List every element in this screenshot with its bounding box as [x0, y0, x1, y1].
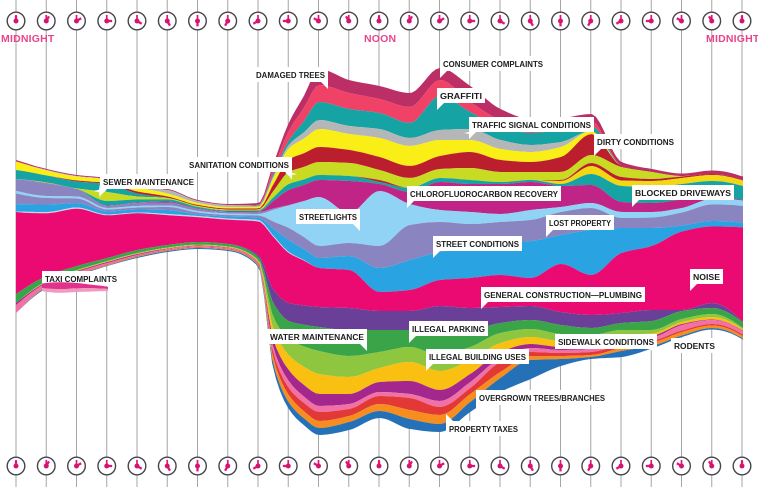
svg-text:CONSUMER COMPLAINTS: CONSUMER COMPLAINTS [443, 59, 543, 69]
svg-text:SANITATION CONDITIONS: SANITATION CONDITIONS [189, 160, 289, 170]
svg-text:TAXI COMPLAINTS: TAXI COMPLAINTS [45, 274, 117, 284]
svg-text:MIDNIGHT: MIDNIGHT [1, 33, 55, 45]
svg-text:STREET CONDITIONS: STREET CONDITIONS [436, 239, 519, 249]
svg-text:DIRTY CONDITIONS: DIRTY CONDITIONS [597, 137, 674, 147]
svg-text:DAMAGED TREES: DAMAGED TREES [256, 70, 325, 80]
svg-text:WATER MAINTENANCE: WATER MAINTENANCE [270, 332, 364, 342]
svg-text:ILLEGAL BUILDING USES: ILLEGAL BUILDING USES [429, 352, 526, 362]
svg-text:NOON: NOON [364, 33, 396, 45]
svg-text:BLOCKED DRIVEWAYS: BLOCKED DRIVEWAYS [635, 188, 731, 198]
svg-text:NOISE: NOISE [693, 272, 720, 282]
svg-text:STREETLIGHTS: STREETLIGHTS [299, 212, 357, 222]
svg-text:ILLEGAL PARKING: ILLEGAL PARKING [412, 324, 485, 334]
svg-text:TRAFFIC SIGNAL CONDITIONS: TRAFFIC SIGNAL CONDITIONS [472, 120, 591, 130]
svg-text:LOST PROPERTY: LOST PROPERTY [549, 218, 611, 228]
svg-text:SEWER MAINTENANCE: SEWER MAINTENANCE [103, 177, 194, 187]
svg-text:GENERAL CONSTRUCTION—PLUMBING: GENERAL CONSTRUCTION—PLUMBING [484, 290, 642, 300]
svg-text:CHLOROFLUOROCARBON RECOVERY: CHLOROFLUOROCARBON RECOVERY [410, 189, 558, 199]
svg-text:MIDNIGHT: MIDNIGHT [706, 33, 758, 45]
svg-text:RODENTS: RODENTS [674, 341, 715, 351]
svg-text:GRAFFITI: GRAFFITI [440, 91, 482, 101]
svg-text:OVERGROWN TREES/BRANCHES: OVERGROWN TREES/BRANCHES [479, 393, 605, 403]
svg-text:PROPERTY TAXES: PROPERTY TAXES [449, 424, 518, 434]
svg-text:SIDEWALK CONDITIONS: SIDEWALK CONDITIONS [558, 337, 654, 347]
